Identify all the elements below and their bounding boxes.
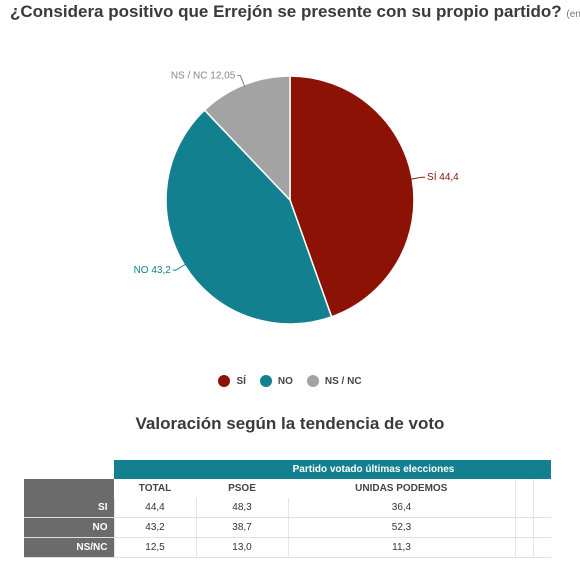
group-header: Partido votado últimas elecciones xyxy=(196,460,551,479)
row-label-header xyxy=(24,479,114,498)
cell-si-up: 36,4 xyxy=(287,498,515,518)
title-unit: (en %) xyxy=(566,9,580,20)
legend-swatch-no xyxy=(259,375,272,387)
legend-swatch-si xyxy=(218,375,231,387)
cell-nsnc-up: 11,3 xyxy=(287,537,515,558)
pie-label-no: NO 43,2 xyxy=(134,265,172,276)
cell-si-total: 44,4 xyxy=(113,498,196,518)
legend-item-no[interactable]: NO xyxy=(259,375,293,387)
legend-item-si[interactable]: SÍ xyxy=(218,375,246,387)
cell-nsnc-total: 12,5 xyxy=(113,537,196,558)
legend-swatch-nsnc xyxy=(306,375,319,387)
col-header-total: TOTAL xyxy=(138,483,172,494)
col-header-psoe: PSOE xyxy=(228,483,256,494)
legend-label-no: NO xyxy=(277,375,293,387)
row-label-no: NO xyxy=(24,517,114,538)
legend: SÍ NO NS / NC xyxy=(0,375,580,387)
pie-label-si: SÍ 44,4 xyxy=(427,170,459,183)
cell-no-psoe: 38,7 xyxy=(195,517,288,538)
group-header-blank xyxy=(114,460,196,479)
table-row: NO 43,2 38,7 52,3 xyxy=(24,517,551,538)
pie-label-nsnc: NS / NC 12,05 xyxy=(171,71,236,82)
leader-line-si xyxy=(410,176,426,180)
leader-line-nsnc xyxy=(237,75,246,87)
chart-title: ¿Considera positivo que Errejón se prese… xyxy=(10,2,580,22)
legend-item-nsnc[interactable]: NS / NC xyxy=(306,375,362,387)
cell-no-up: 52,3 xyxy=(287,517,515,538)
cell-no-total: 43,2 xyxy=(113,517,196,538)
row-label-nsnc: NS/NC xyxy=(24,537,114,558)
table-corner xyxy=(24,460,114,479)
table-title: Valoración según la tendencia de voto xyxy=(135,414,445,433)
col-header-up: UNIDAS PODEMOS xyxy=(355,483,448,494)
table-row: SI 44,4 48,3 36,4 xyxy=(24,498,551,518)
title-text: ¿Considera positivo que Errejón se prese… xyxy=(10,2,562,21)
cell-si-psoe: 48,3 xyxy=(195,498,288,518)
legend-label-si: SÍ xyxy=(236,375,246,387)
cell-nsnc-psoe: 13,0 xyxy=(195,537,288,558)
row-label-si: SI xyxy=(24,498,114,518)
pie-chart: SÍ 44,4 NO 43,2 NS / NC 12,05 xyxy=(134,71,459,325)
leader-line-no xyxy=(172,263,187,271)
legend-label-nsnc: NS / NC xyxy=(324,375,362,387)
table-row: NS/NC 12,5 13,0 11,3 xyxy=(24,537,551,558)
results-table: Partido votado últimas elecciones TOTAL … xyxy=(24,460,551,558)
